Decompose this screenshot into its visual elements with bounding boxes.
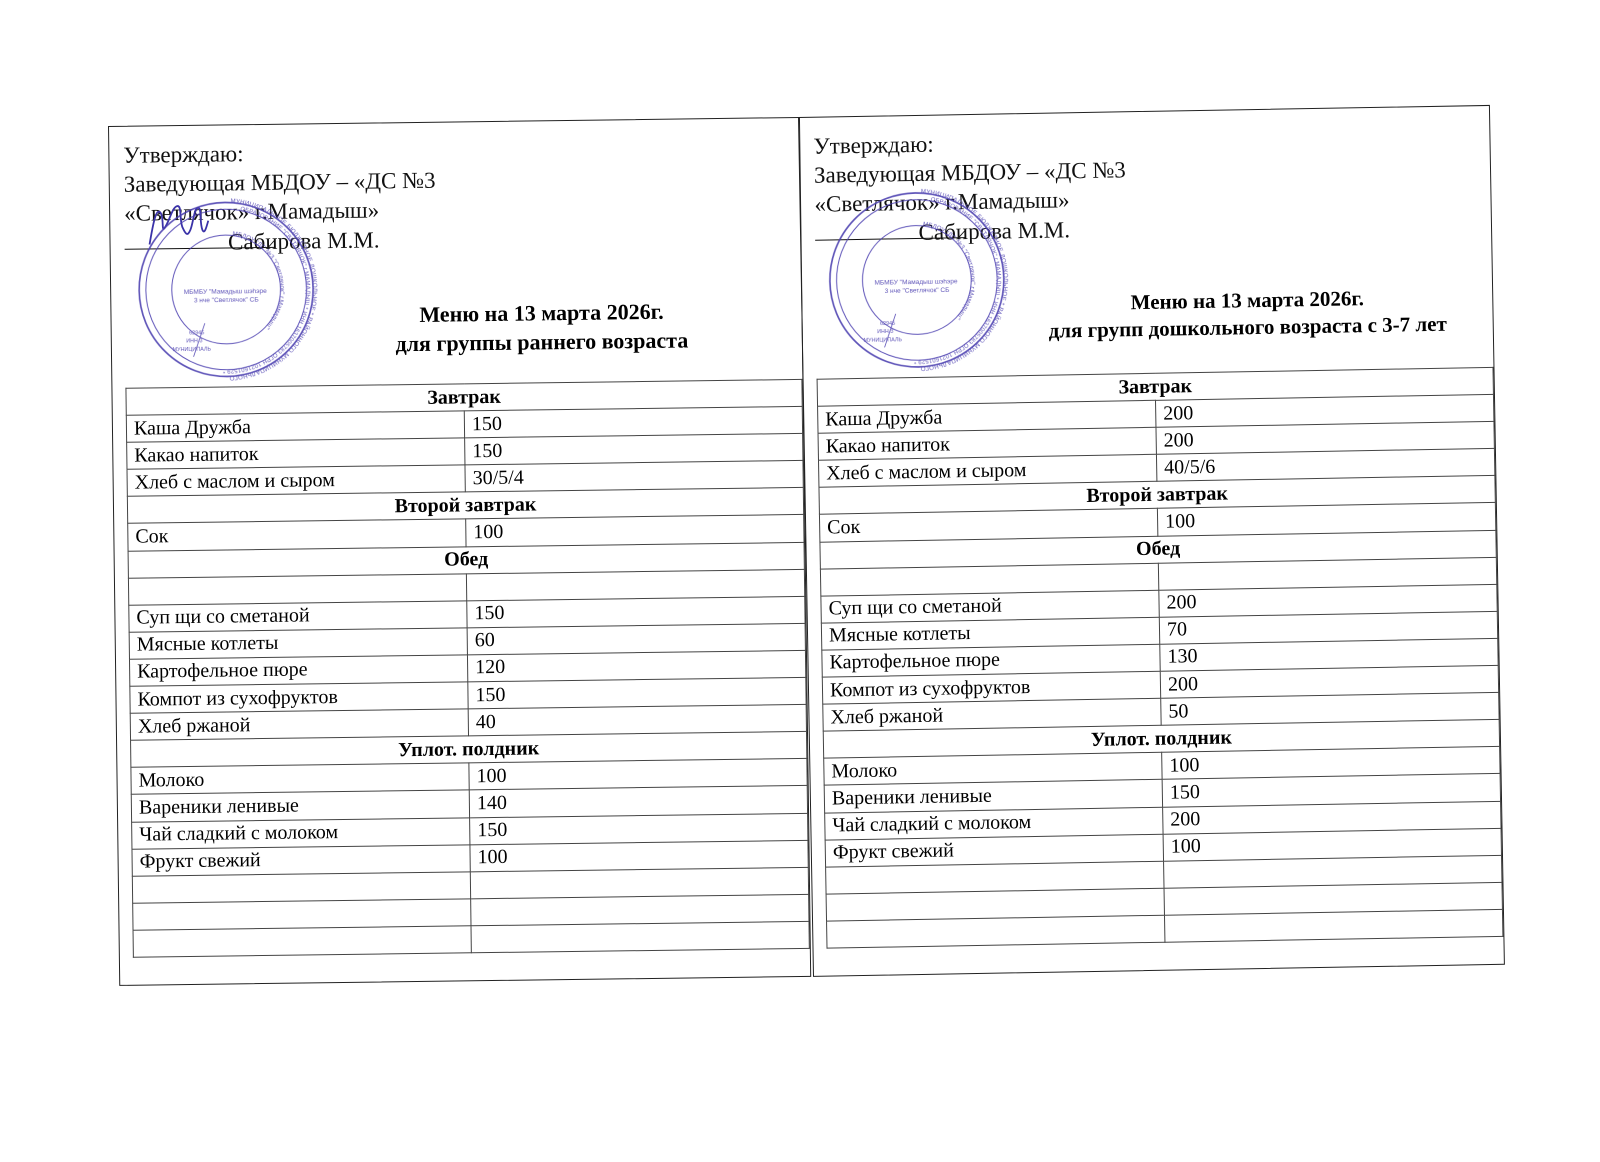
svg-text:МБМБУ "Мамадыш шэhэре: МБМБУ "Мамадыш шэhэре 3 нче "Светлячок" … [874,278,959,295]
svg-text:МБМБУ "Мамадыш шэhэре: МБМБУ "Мамадыш шэhэре 3 нче "Светлячок" … [184,288,269,304]
svg-text:МБДОУ "ДС №3 "Светлячок" г.Мам: МБДОУ "ДС №3 "Светлячок" г.Мамадыш" [922,220,977,322]
svg-text:62945 ИНН 3 МУ: 62945 ИНН 3 МУНИЦИПАЛЬ [863,321,902,344]
svg-text:МБДОУ "ДС №3 "Светлячок" г.Мам: МБДОУ "ДС №3 "Светлячок" г.Мамадыш" [232,230,286,331]
svg-text:62945 ИНН 3 МУ: 62945 ИНН 3 МУНИЦИПАЛЬ [172,330,211,353]
